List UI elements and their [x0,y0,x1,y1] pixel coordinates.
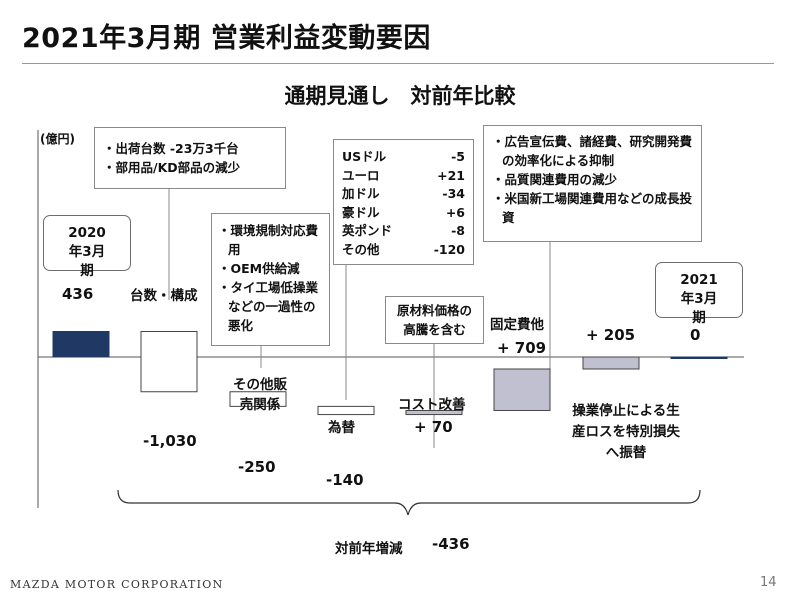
title-divider [22,63,774,64]
cost-improvement-note-box: 原材料価格の高騰を含む [385,296,484,344]
fixed-costs-note-item: 米国新工場関連費用などの成長投資 [492,189,695,227]
category-label-volume: 台数・構成 [130,288,198,304]
value-label-other-sales: -250 [238,458,276,476]
other-sales-note-item: タイ工場低操業などの一過性の悪化 [218,278,323,335]
fx-row: USドル -5 [342,149,465,164]
waterfall-bar [229,391,287,407]
category-label-fx: 為替 [328,420,355,436]
fx-row: ユーロ +21 [342,167,465,183]
fixed-costs-note-item: 広告宣伝費、諸経費、研究開発費の効率化による抑制 [492,132,695,170]
fixed-costs-note-item: 品質関連費用の減少 [492,170,695,189]
fx-row: 英ポンド -8 [342,223,465,238]
fx-row: 豪ドル +6 [342,204,465,220]
cost-improvement-note: 原材料価格の高騰を含む [396,303,472,337]
value-label-fx: -140 [326,471,364,489]
waterfall-bar [493,368,551,411]
waterfall-bar [52,330,110,358]
other-sales-note-item: OEM供給減 [218,259,323,278]
start-period-text: 2020年3月期 [68,225,106,279]
volume-note-box: 出荷台数 -23万3千台 部用品/KD部品の減少 [94,127,286,189]
total-change-value: -436 [432,535,470,553]
fx-row: その他 -120 [342,241,465,257]
chart-subtitle: 通期見通し 対前年比較 [284,84,516,108]
fixed-costs-note-box: 広告宣伝費、諸経費、研究開発費の効率化による抑制 品質関連費用の減少 米国新工場… [483,125,702,242]
category-label-fixed-costs: 固定費他 [490,317,544,333]
total-change-label: 対前年増減 [335,541,403,557]
waterfall-bar [140,330,198,393]
value-label-start: 436 [62,285,94,303]
end-period-label: 2021年3月期 [655,262,743,326]
value-label-end: 0 [690,326,701,344]
value-label-volume: -1,030 [143,432,197,450]
end-period-text: 2021年3月期 [680,272,718,326]
category-label-other-sales: その他販売関係 [233,377,287,413]
waterfall-bar [582,356,640,370]
volume-note-item: 部用品/KD部品の減少 [103,158,279,177]
value-label-shutdown: + 205 [586,326,636,344]
total-change-brace [117,489,701,516]
page-title: 2021年3月期 営業利益変動要因 [22,23,431,54]
start-period-label: 2020年3月期 [43,215,131,279]
fx-row: 加ドル -34 [342,186,465,201]
company-footer: MAZDA MOTOR CORPORATION [10,578,224,591]
other-sales-note-item: 環境規制対応費用 [218,221,323,259]
shutdown-note: 操業停止による生産ロスを特別損失へ振替 [572,403,680,461]
waterfall-bar [405,409,463,416]
other-sales-note-box: 環境規制対応費用 OEM供給減 タイ工場低操業などの一過性の悪化 [211,213,330,346]
volume-note-item: 出荷台数 -23万3千台 [103,139,279,158]
waterfall-bar [317,405,375,416]
value-label-cost-improvement: + 70 [414,418,453,436]
fx-breakdown-box: USドル -5 ユーロ +21 加ドル -34 豪ドル +6 英ポンド -8 その他 -12… [333,139,474,265]
value-label-fixed-costs: + 709 [497,339,547,357]
waterfall-bar [670,356,728,359]
page-number: 14 [760,575,777,590]
category-label-cost-improvement: コスト改善 [398,397,466,413]
unit-label: (億円) [40,132,75,146]
